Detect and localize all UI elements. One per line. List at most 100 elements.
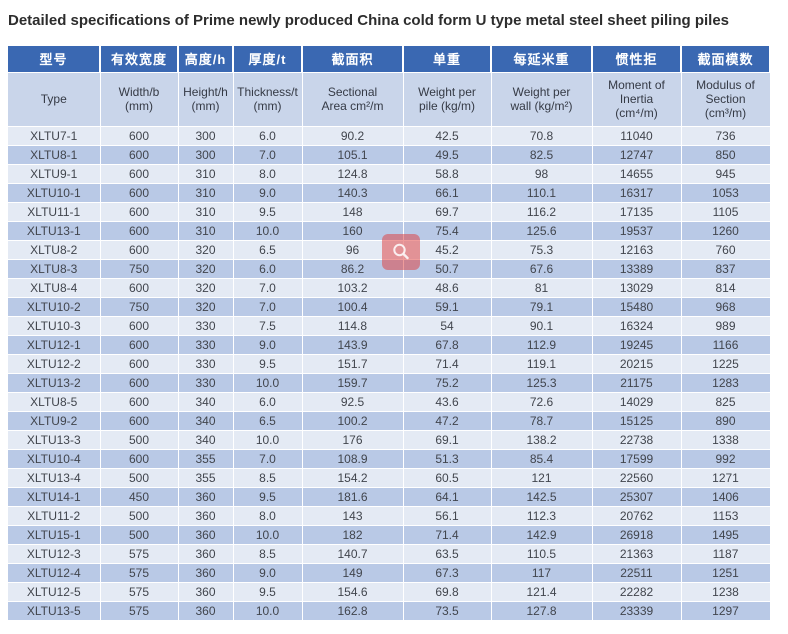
table-cell: 148 — [302, 202, 404, 222]
column-header-en: Moment of Inertia (cm⁴/m) — [592, 72, 682, 127]
table-cell: XLTU8-5 — [8, 392, 101, 412]
table-row: XLTU12-1 600 330 9.0 143.9 67.8 112.9 19245 1166 — [8, 335, 771, 355]
table-cell: 66.1 — [403, 183, 492, 203]
table-cell: 25307 — [592, 487, 682, 507]
table-cell: 12163 — [592, 240, 682, 260]
table-row: XLTU12-4 575 360 9.0 149 67.3 117 22511 1251 — [8, 563, 771, 583]
table-cell: 575 — [100, 582, 179, 602]
table-cell: 600 — [100, 392, 179, 412]
table-cell: 575 — [100, 544, 179, 564]
table-cell: 360 — [178, 487, 234, 507]
table-cell: 143.9 — [302, 335, 404, 355]
table-cell: XLTU8-1 — [8, 145, 101, 165]
table-cell: 10.0 — [233, 430, 303, 450]
table-cell: 7.5 — [233, 316, 303, 336]
table-cell: 600 — [100, 240, 179, 260]
table-cell: 9.5 — [233, 354, 303, 374]
table-cell: 600 — [100, 354, 179, 374]
table-cell: 1225 — [681, 354, 771, 374]
table-cell: 82.5 — [491, 145, 593, 165]
table-cell: 600 — [100, 183, 179, 203]
table-cell: 825 — [681, 392, 771, 412]
table-cell: 108.9 — [302, 449, 404, 469]
table-row: XLTU12-3 575 360 8.5 140.7 63.5 110.5 21363 1187 — [8, 544, 771, 564]
column-header-en: Thickness/t (mm) — [233, 72, 303, 127]
table-cell: 21363 — [592, 544, 682, 564]
table-cell: 360 — [178, 563, 234, 583]
table-cell: 67.3 — [403, 563, 492, 583]
table-cell: 22282 — [592, 582, 682, 602]
table-cell: 181.6 — [302, 487, 404, 507]
table-cell: 100.4 — [302, 297, 404, 317]
table-row: XLTU7-1 600 300 6.0 90.2 42.5 70.8 11040 736 — [8, 126, 771, 146]
table-cell: 17135 — [592, 202, 682, 222]
table-cell: 300 — [178, 145, 234, 165]
table-cell: 310 — [178, 164, 234, 184]
table-cell: 360 — [178, 601, 234, 621]
column-header-en: Weight per wall (kg/m²) — [491, 72, 593, 127]
table-cell: 320 — [178, 259, 234, 279]
table-cell: 1260 — [681, 221, 771, 241]
table-cell: 67.8 — [403, 335, 492, 355]
table-cell: 10.0 — [233, 525, 303, 545]
table-cell: XLTU15-1 — [8, 525, 101, 545]
table-cell: XLTU13-3 — [8, 430, 101, 450]
table-row: XLTU9-2 600 340 6.5 100.2 47.2 78.7 15125 890 — [8, 411, 771, 431]
column-header-cn: 有效宽度 — [100, 46, 179, 73]
table-cell: 330 — [178, 335, 234, 355]
table-body: XLTU7-1 600 300 6.0 90.2 42.5 70.8 11040 736 XLTU… — [8, 126, 771, 621]
table-cell: 1283 — [681, 373, 771, 393]
table-cell: 9.0 — [233, 183, 303, 203]
table-cell: 72.6 — [491, 392, 593, 412]
table-cell: 114.8 — [302, 316, 404, 336]
table-cell: 1297 — [681, 601, 771, 621]
table-cell: 22511 — [592, 563, 682, 583]
table-cell: 1105 — [681, 202, 771, 222]
table-cell: XLTU10-3 — [8, 316, 101, 336]
table-cell: 310 — [178, 202, 234, 222]
table-cell: 160 — [302, 221, 404, 241]
table-cell: 159.7 — [302, 373, 404, 393]
table-cell: 360 — [178, 582, 234, 602]
table-cell: 71.4 — [403, 525, 492, 545]
table-cell: 890 — [681, 411, 771, 431]
column-header-cn: 截面模数 — [681, 46, 771, 73]
table-cell: 750 — [100, 259, 179, 279]
table-cell: 945 — [681, 164, 771, 184]
table-cell: 182 — [302, 525, 404, 545]
table-row: XLTU10-3 600 330 7.5 114.8 54 90.1 16324 989 — [8, 316, 771, 336]
table-cell: 1187 — [681, 544, 771, 564]
table-cell: 750 — [100, 297, 179, 317]
spec-table: 型号 有效宽度 高度/h 厚度/t 截面积 单重 每延米重 惯性拒 截面模数 Type Width… — [8, 46, 771, 621]
table-cell: 112.3 — [491, 506, 593, 526]
table-cell: 125.3 — [491, 373, 593, 393]
table-cell: 9.0 — [233, 563, 303, 583]
table-cell: 1251 — [681, 563, 771, 583]
table-cell: 86.2 — [302, 259, 404, 279]
table-cell: 1338 — [681, 430, 771, 450]
table-cell: 500 — [100, 468, 179, 488]
table-row: XLTU8-4 600 320 7.0 103.2 48.6 81 13029 814 — [8, 278, 771, 298]
table-cell: XLTU9-2 — [8, 411, 101, 431]
table-cell: 116.2 — [491, 202, 593, 222]
table-cell: XLTU10-2 — [8, 297, 101, 317]
column-header-cn: 型号 — [8, 46, 101, 73]
table-cell: 1495 — [681, 525, 771, 545]
table-cell: 600 — [100, 221, 179, 241]
table-cell: 8.5 — [233, 468, 303, 488]
table-row: XLTU14-1 450 360 9.5 181.6 64.1 142.5 25307 1406 — [8, 487, 771, 507]
table-cell: 127.8 — [491, 601, 593, 621]
table-cell: 43.6 — [403, 392, 492, 412]
table-cell: 121 — [491, 468, 593, 488]
table-cell: 143 — [302, 506, 404, 526]
column-header-en: Type — [8, 72, 101, 127]
column-header-cn: 每延米重 — [491, 46, 593, 73]
table-cell: 300 — [178, 126, 234, 146]
table-cell: 13029 — [592, 278, 682, 298]
table-cell: XLTU10-1 — [8, 183, 101, 203]
table-cell: 6.0 — [233, 392, 303, 412]
column-header-en: Height/h (mm) — [178, 72, 234, 127]
table-cell: 992 — [681, 449, 771, 469]
table-row: XLTU10-1 600 310 9.0 140.3 66.1 110.1 16317 1053 — [8, 183, 771, 203]
